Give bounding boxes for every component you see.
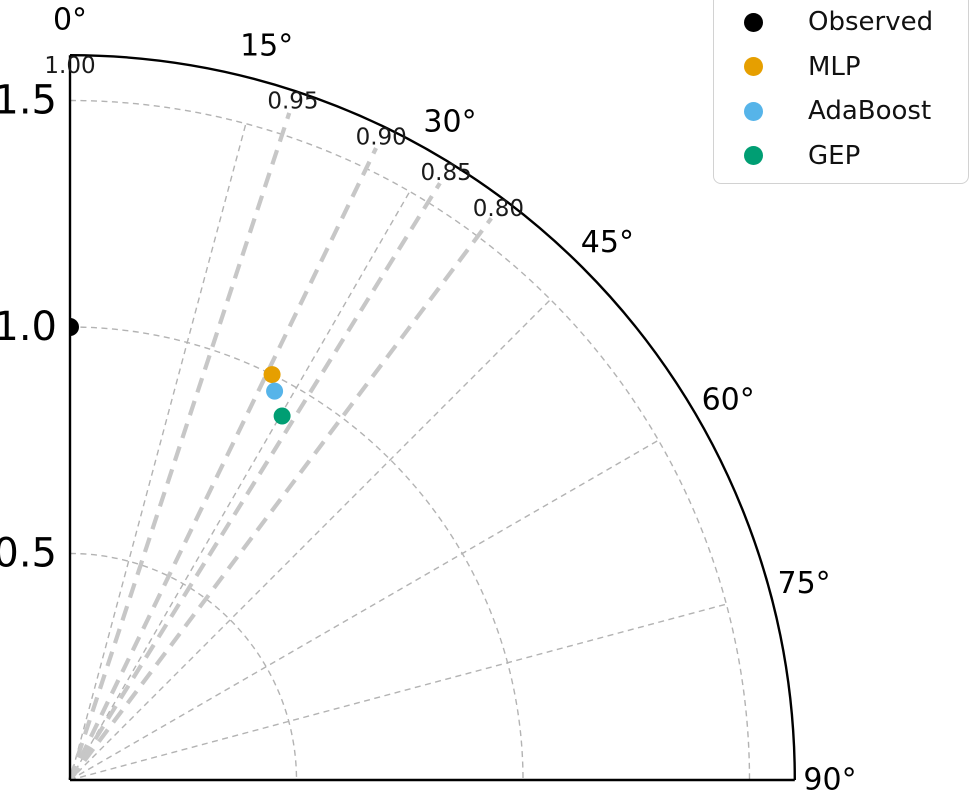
angle-gridline-ray — [69, 603, 727, 781]
angle-gridline-ray — [69, 299, 551, 781]
angle-tick-label: 0° — [53, 3, 87, 38]
angle-tick-label: 90° — [803, 763, 856, 797]
correlation-tick-label: 0.90 — [356, 124, 407, 150]
radial-gridline-arc — [69, 326, 524, 781]
angle-tick-label: 60° — [702, 383, 755, 418]
outer-arc-spine — [69, 54, 796, 781]
mlp-marker-dot — [744, 57, 763, 77]
data-point-observed — [70, 318, 79, 336]
observed-marker-dot — [744, 12, 763, 32]
legend-label-adaboost: AdaBoost — [808, 96, 932, 127]
legend-item-adaboost: AdaBoost — [714, 89, 968, 134]
correlation-gridline-ray — [68, 147, 378, 781]
data-points-group — [70, 318, 291, 425]
legend-label-observed: Observed — [808, 7, 934, 38]
angle-tick-label: 75° — [778, 566, 831, 601]
angle-tick-label: 30° — [423, 104, 476, 139]
data-point-mlp — [263, 366, 281, 384]
legend-item-observed: Observed — [714, 0, 968, 45]
angle-gridline-ray — [69, 123, 247, 781]
correlation-tick-label: 0.85 — [421, 160, 472, 186]
data-point-adaboost — [266, 382, 284, 400]
legend-item-mlp: MLP — [714, 45, 968, 90]
adaboost-marker-dot — [744, 101, 763, 121]
correlation-gridline-ray — [68, 217, 493, 782]
angle-gridline-ray — [69, 439, 659, 781]
correlation-gridline-ray — [68, 112, 292, 781]
correlation-tick-label: 1.00 — [44, 53, 95, 79]
radial-tick-label: 1.0 — [0, 304, 57, 350]
radial-tick-label: 1.5 — [0, 78, 57, 124]
data-point-gep — [273, 407, 291, 425]
radial-gridline-arc — [69, 99, 751, 781]
correlation-tick-label: 0.80 — [473, 196, 524, 222]
angle-gridline-ray — [69, 191, 411, 781]
legend: Observed MLP AdaBoost GEP — [713, 0, 969, 184]
correlation-gridline-ray — [68, 182, 442, 782]
legend-item-gep: GEP — [714, 134, 968, 179]
gep-marker-dot — [744, 146, 763, 166]
legend-label-mlp: MLP — [808, 51, 861, 82]
legend-label-gep: GEP — [808, 140, 861, 171]
angle-tick-label: 45° — [581, 225, 634, 260]
radial-tick-label: 0.5 — [0, 531, 57, 577]
angle-tick-label: 15° — [240, 28, 293, 63]
correlation-tick-label: 0.95 — [267, 89, 318, 115]
